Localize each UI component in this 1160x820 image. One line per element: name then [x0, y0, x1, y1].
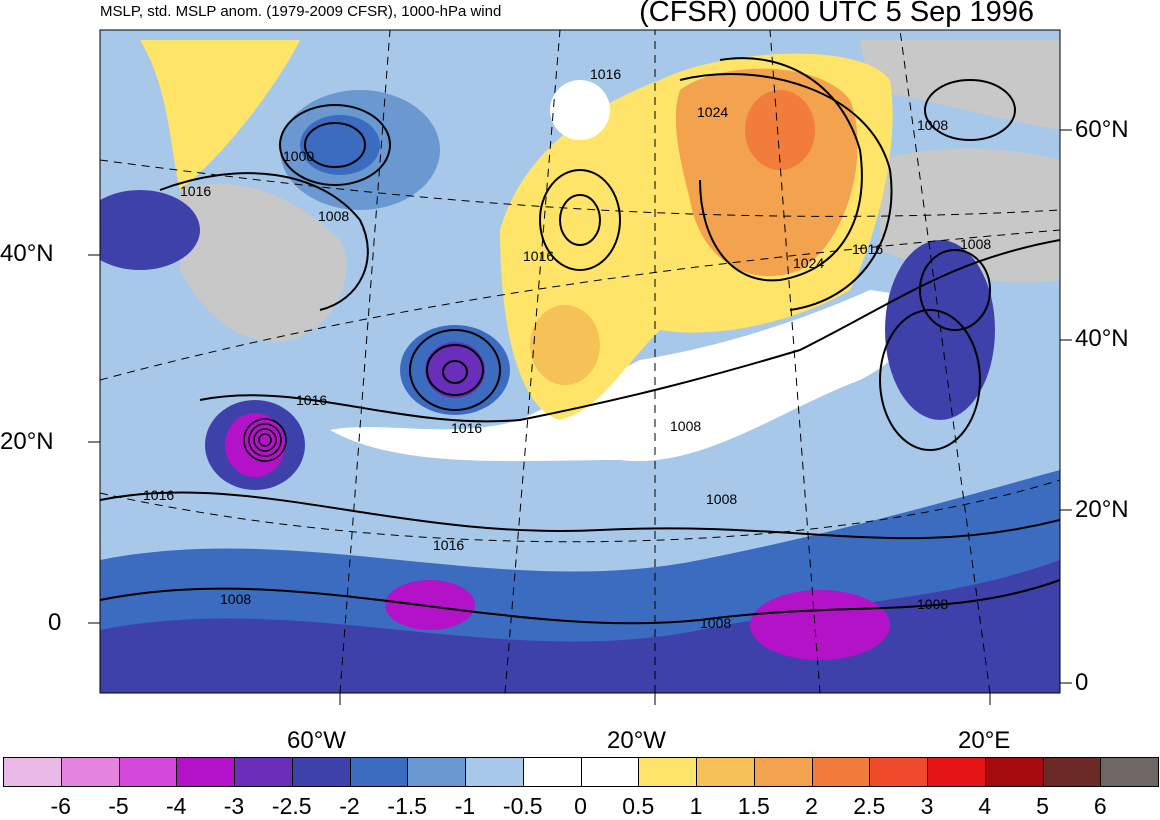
- colorbar-label: -6: [50, 793, 71, 819]
- colorbar-swatch: [465, 757, 524, 787]
- colorbar-swatch: [1042, 757, 1102, 787]
- map-frame: [99, 29, 1061, 694]
- anomaly-positive-3: [530, 305, 600, 385]
- colorbar-label: -1: [454, 793, 476, 819]
- isobar-label: 1016: [143, 487, 175, 503]
- map-title: (CFSR) 0000 UTC 5 Sep 1996: [639, 0, 1034, 28]
- axis-ticks: [88, 129, 1072, 705]
- isobar-label: 1016: [180, 183, 212, 199]
- anomaly-core-south-1: [385, 580, 475, 630]
- colorbar-label: -5: [108, 793, 129, 819]
- anomaly-low-atlantic: [425, 342, 485, 398]
- isobar-label: 1016: [590, 66, 622, 82]
- isobar-label: 1024: [697, 104, 729, 120]
- lat-label-right-40n: 40°N: [1075, 325, 1129, 352]
- isobar-label: 1008: [220, 591, 252, 607]
- lat-label-right-60n: 60°N: [1075, 116, 1129, 143]
- isobar-label: 1008: [706, 491, 738, 507]
- colorbar-swatch: [1100, 757, 1159, 787]
- colorbar-swatch: [522, 757, 582, 787]
- hurricane-isobars: [243, 418, 287, 462]
- colorbar-swatch: [927, 757, 986, 787]
- colorbar-swatch: [3, 757, 62, 787]
- graticule: [100, 30, 1060, 693]
- isobar-label: 1016: [433, 537, 465, 553]
- lat-label-left-20n: 20°N: [0, 428, 54, 455]
- lon-label-60w: 60°W: [287, 727, 346, 754]
- isobar-label: 1008: [700, 615, 732, 631]
- isobar-label: 1000: [283, 148, 315, 164]
- lat-label-right-20n: 20°N: [1075, 496, 1129, 523]
- isobar-label: 1024: [793, 255, 825, 271]
- colorbar-label: 2.5: [853, 793, 886, 819]
- isobar-label: 1008: [960, 236, 992, 252]
- lat-label-left-0: 0: [48, 609, 62, 636]
- colorbar-label: 6: [1093, 793, 1107, 819]
- land-north-america: [180, 183, 347, 342]
- colorbar-label: 4: [978, 793, 992, 819]
- anomaly-positive-max: [745, 90, 815, 170]
- anomaly-neutral-mid: [330, 290, 940, 462]
- map-subtitle: MSLP, std. MSLP anom. (1979-2009 CFSR), …: [100, 3, 502, 20]
- anomaly-neutral-north: [550, 80, 610, 140]
- colorbar-label: -2.5: [271, 793, 312, 819]
- isobars: [100, 57, 1060, 625]
- isobar-label: 1016: [852, 241, 884, 257]
- colorbar-label: 1.5: [737, 793, 770, 819]
- colorbar-swatch: [407, 757, 466, 787]
- colorbar-label: 0: [574, 793, 587, 819]
- colorbar-label: 5: [1036, 793, 1049, 819]
- lat-label-right-0: 0: [1075, 669, 1089, 696]
- colorbar: [3, 757, 1159, 787]
- isobar-label: 1016: [296, 392, 328, 408]
- colorbar-label: -2: [339, 793, 360, 819]
- colorbar-label: 1: [689, 793, 703, 819]
- colorbar-swatch: [638, 757, 697, 787]
- lon-label-20w: 20°W: [607, 727, 666, 754]
- colorbar-swatch: [60, 757, 120, 787]
- isobar-label: 1016: [523, 248, 555, 264]
- colorbar-swatch: [811, 757, 871, 787]
- colorbar-label: -0.5: [502, 793, 543, 819]
- colorbar-swatch: [291, 757, 351, 787]
- isobar-label: 1016: [451, 420, 483, 436]
- lon-label-20e: 20°E: [958, 727, 1011, 754]
- colorbar-label: -1.5: [387, 793, 428, 819]
- colorbar-swatch: [580, 757, 640, 787]
- colorbar-label: -3: [223, 793, 245, 819]
- colorbar-label: 2: [805, 793, 818, 819]
- colorbar-swatch: [696, 757, 755, 787]
- isobar-label: 1008: [917, 117, 949, 133]
- colorbar-swatch: [234, 757, 293, 787]
- anomaly-low-east: [885, 240, 995, 420]
- colorbar-label: 0.5: [622, 793, 655, 819]
- isobar-label: 1008: [318, 208, 350, 224]
- colorbar-swatch: [349, 757, 409, 787]
- colorbar-swatch: [118, 757, 178, 787]
- isobar-label: 1008: [917, 596, 949, 612]
- lat-label-left-40n: 40°N: [0, 240, 54, 267]
- colorbar-swatch: [869, 757, 928, 787]
- land-arctic: [860, 40, 1060, 130]
- anomaly-positive-west: [140, 40, 300, 190]
- isobar-label: 1008: [670, 418, 702, 434]
- colorbar-label: 3: [920, 793, 934, 819]
- anomaly-low-northwest: [100, 190, 200, 270]
- anomaly-low-labrador: [300, 115, 380, 175]
- colorbar-label: -4: [166, 793, 187, 819]
- colorbar-swatch: [176, 757, 235, 787]
- anomaly-core-south-2: [750, 590, 890, 660]
- colorbar-swatch: [984, 757, 1044, 787]
- map-field: [100, 30, 1060, 693]
- colorbar-swatch: [753, 757, 813, 787]
